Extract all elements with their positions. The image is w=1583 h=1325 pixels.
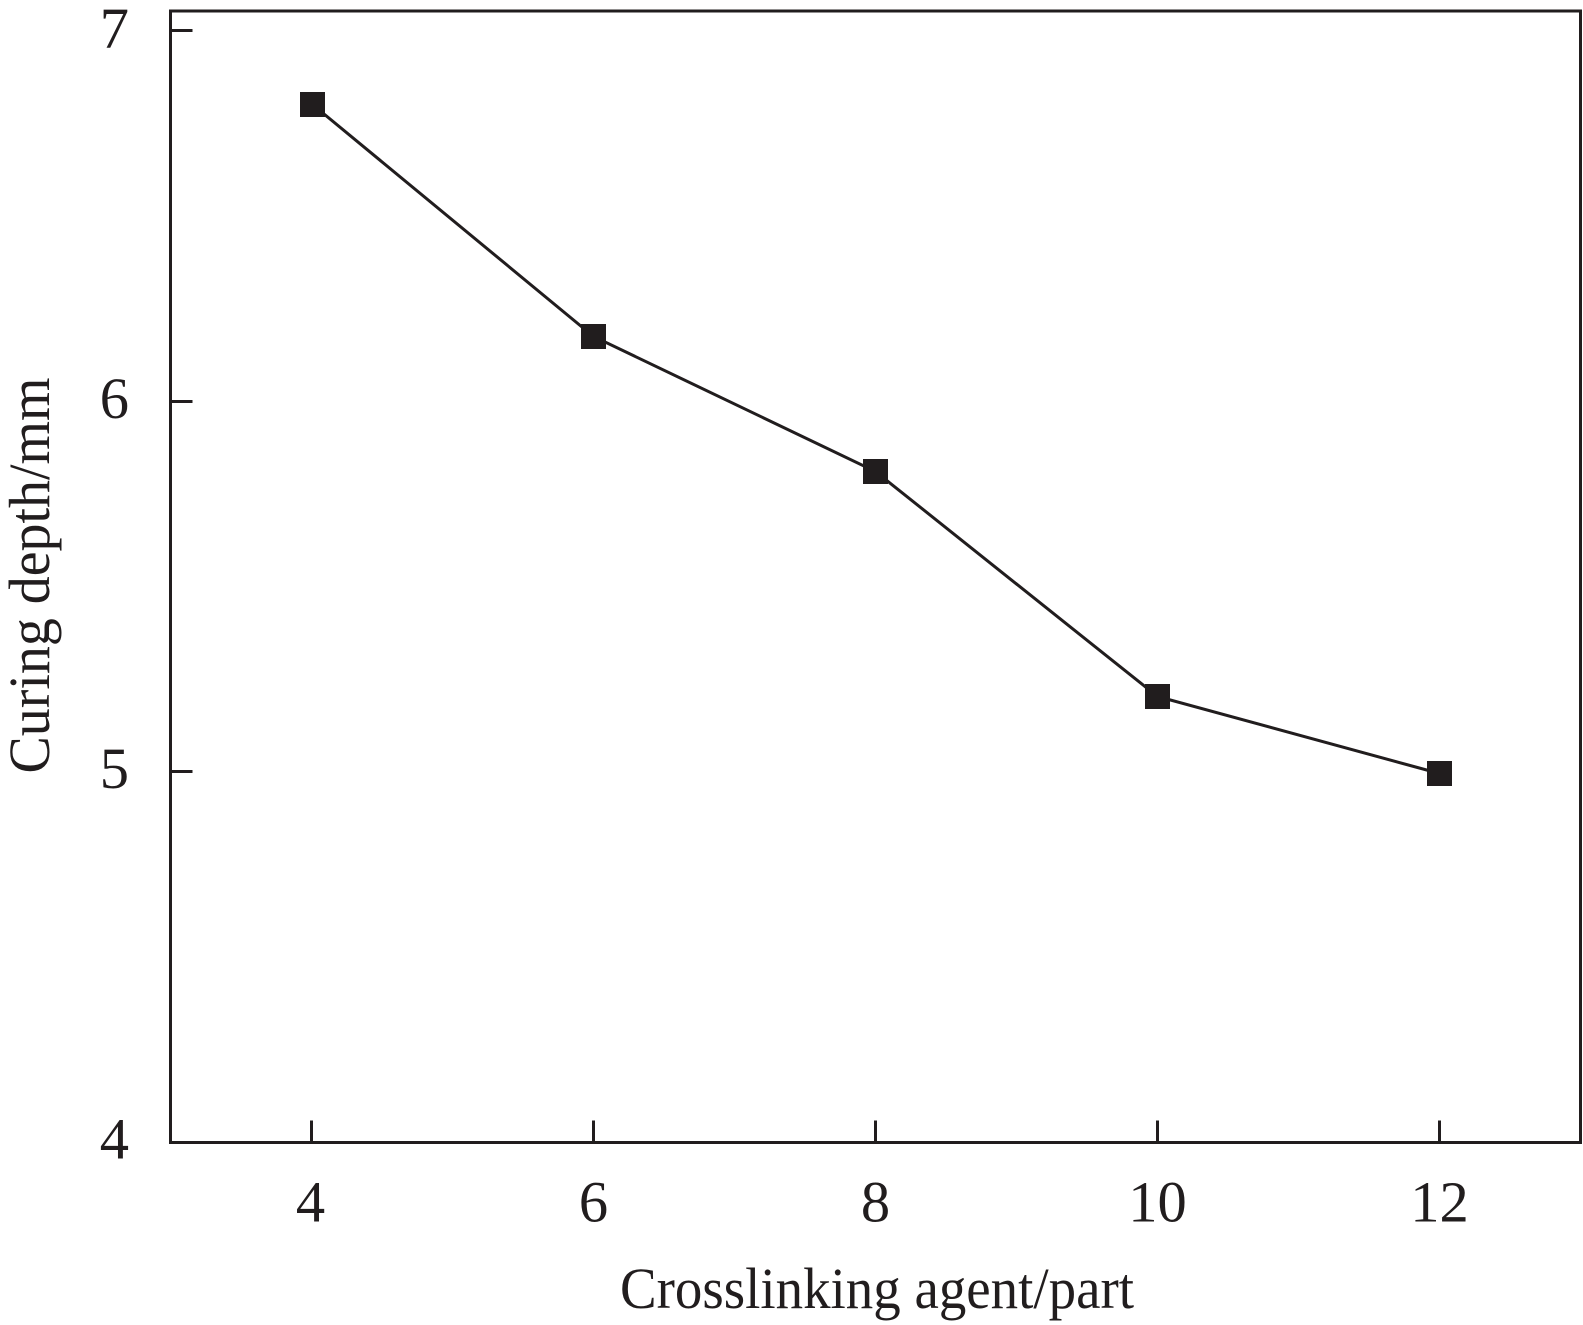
svg-text:Curing depth/mm: Curing depth/mm [0,378,62,774]
svg-text:10: 10 [1128,1170,1187,1235]
svg-text:4: 4 [100,1107,129,1172]
svg-text:6: 6 [579,1170,608,1235]
svg-text:7: 7 [100,0,129,61]
svg-text:8: 8 [861,1170,890,1235]
svg-text:Crosslinking agent/part: Crosslinking agent/part [620,1256,1134,1321]
svg-text:12: 12 [1410,1170,1469,1235]
svg-text:6: 6 [100,366,129,431]
svg-text:5: 5 [100,736,129,801]
svg-text:4: 4 [296,1170,325,1235]
